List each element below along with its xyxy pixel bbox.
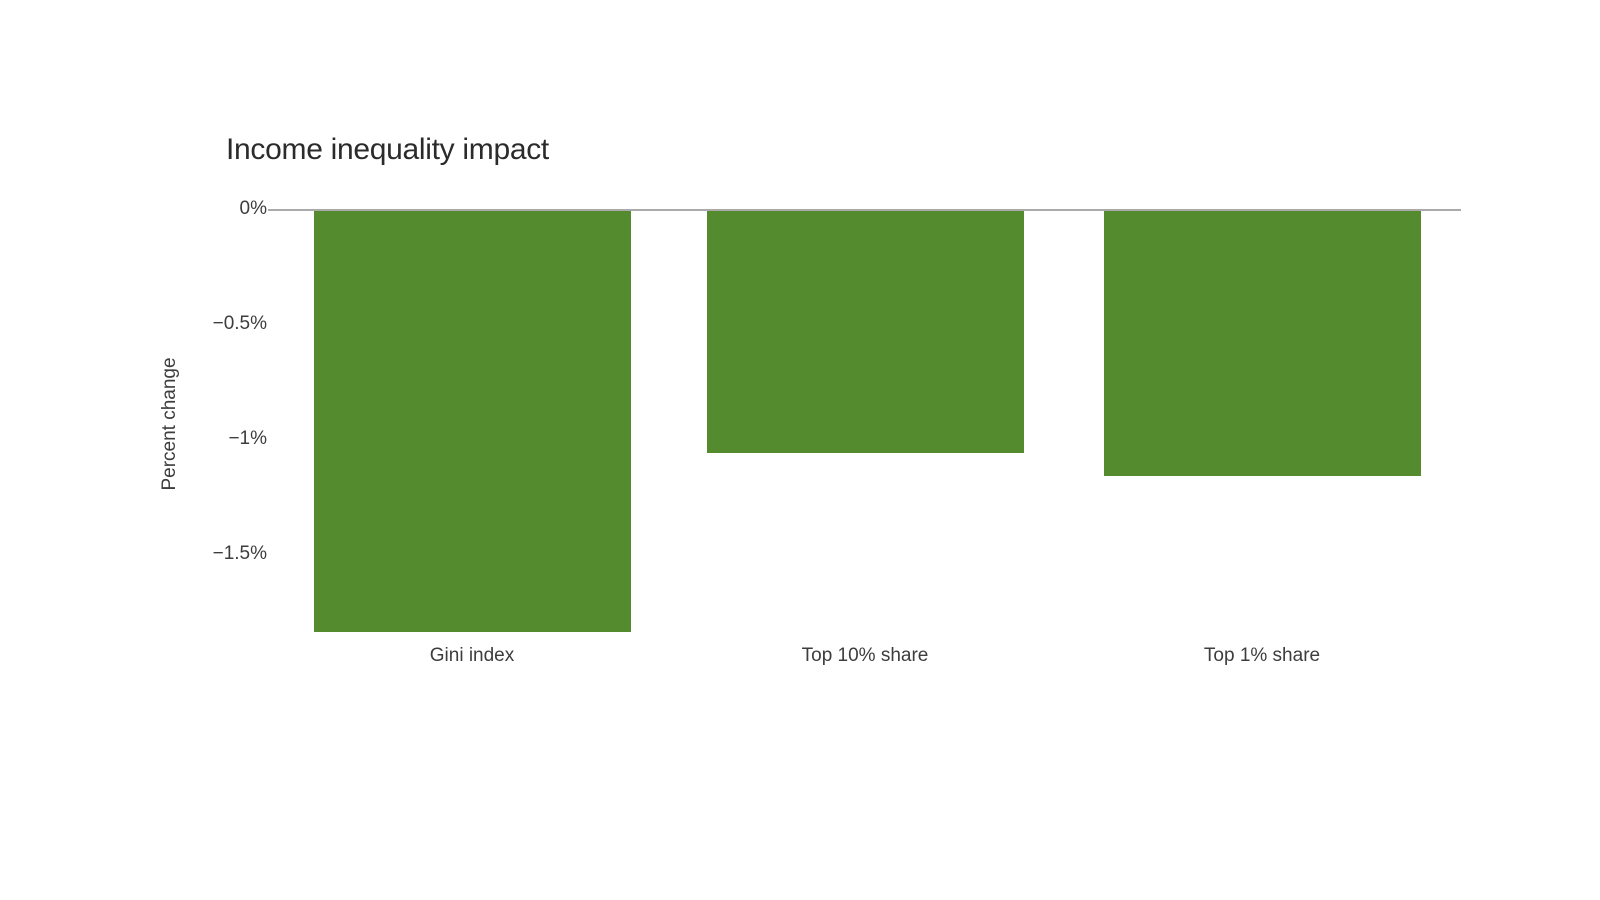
y-tick-label: −1.5%	[212, 543, 267, 564]
x-category-label: Top 1% share	[1203, 645, 1321, 666]
y-tick-label: −1%	[228, 428, 267, 449]
x-category-label: Top 10% share	[801, 645, 929, 666]
bar-top-10-share	[706, 209, 1024, 453]
chart-title: Income inequality impact	[226, 133, 549, 166]
y-axis-label: Percent change	[159, 357, 180, 491]
x-category-label: Gini index	[429, 645, 515, 666]
bar-gini-index	[313, 209, 631, 633]
y-tick-label: −0.5%	[212, 313, 267, 334]
zero-baseline	[268, 209, 1461, 211]
y-tick-label: 0%	[239, 198, 267, 219]
bar-top-1-share	[1103, 209, 1421, 476]
